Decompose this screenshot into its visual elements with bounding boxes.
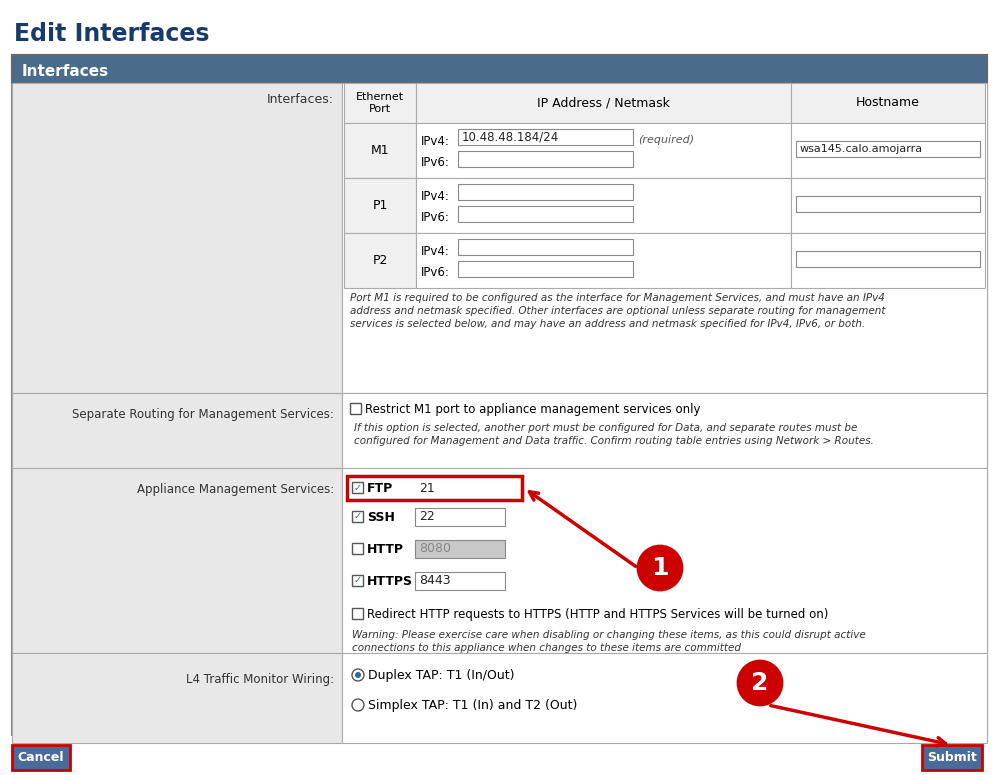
- Text: ✓: ✓: [354, 512, 362, 522]
- Bar: [352, 482, 363, 493]
- Text: Interfaces:: Interfaces:: [267, 93, 334, 106]
- Bar: [12, 55, 987, 735]
- Text: P1: P1: [373, 199, 388, 212]
- Text: Appliance Management Services:: Appliance Management Services:: [137, 483, 334, 496]
- Bar: [458, 151, 633, 167]
- Bar: [415, 480, 505, 496]
- Text: (required): (required): [638, 135, 694, 145]
- Text: Warning: Please exercise care when disabling or changing these items, as this co: Warning: Please exercise care when disab…: [352, 630, 866, 640]
- Text: configured for Management and Data traffic. Confirm routing table entries using : configured for Management and Data traff…: [354, 436, 874, 446]
- Bar: [350, 403, 361, 414]
- Bar: [352, 575, 363, 586]
- Text: 10.48.48.184/24: 10.48.48.184/24: [462, 130, 559, 143]
- Text: P2: P2: [373, 254, 388, 267]
- Text: Submit: Submit: [927, 751, 977, 764]
- Bar: [352, 608, 363, 619]
- Bar: [458, 239, 633, 255]
- Text: 1: 1: [651, 556, 668, 580]
- Bar: [458, 184, 633, 200]
- Bar: [922, 745, 982, 770]
- Bar: [415, 508, 505, 526]
- Text: SSH: SSH: [367, 511, 395, 524]
- Bar: [344, 123, 416, 178]
- Bar: [791, 233, 985, 288]
- Text: Interfaces: Interfaces: [22, 64, 109, 78]
- Bar: [796, 196, 980, 212]
- Bar: [416, 178, 791, 233]
- Bar: [796, 141, 980, 157]
- Bar: [344, 178, 416, 233]
- Bar: [12, 745, 70, 770]
- Bar: [415, 572, 505, 590]
- Text: 22: 22: [419, 511, 435, 523]
- Text: Cancel: Cancel: [18, 751, 64, 764]
- Bar: [12, 653, 342, 743]
- Circle shape: [738, 661, 782, 705]
- Circle shape: [355, 672, 361, 678]
- Bar: [344, 83, 416, 123]
- Text: L4 Traffic Monitor Wiring:: L4 Traffic Monitor Wiring:: [186, 673, 334, 686]
- Text: Duplex TAP: T1 (In/Out): Duplex TAP: T1 (In/Out): [368, 669, 514, 682]
- Text: address and netmask specified. Other interfaces are optional unless separate rou: address and netmask specified. Other int…: [350, 306, 885, 316]
- Circle shape: [352, 669, 364, 681]
- Text: Ethernet
Port: Ethernet Port: [356, 92, 404, 114]
- Bar: [12, 468, 342, 653]
- Text: 21: 21: [419, 481, 435, 494]
- Text: wsa145.calo.amojarra: wsa145.calo.amojarra: [800, 144, 923, 154]
- Text: IPv4:: IPv4:: [421, 190, 450, 203]
- Bar: [347, 476, 522, 500]
- Text: IPv6:: IPv6:: [421, 211, 450, 224]
- Text: ✓: ✓: [354, 483, 362, 492]
- Text: IPv6:: IPv6:: [421, 156, 450, 169]
- Bar: [458, 206, 633, 222]
- Bar: [458, 261, 633, 277]
- Circle shape: [638, 546, 682, 590]
- Text: 2: 2: [751, 671, 768, 695]
- Text: connections to this appliance when changes to these items are committed: connections to this appliance when chang…: [352, 643, 741, 653]
- Bar: [342, 653, 987, 743]
- Bar: [342, 393, 987, 468]
- Bar: [416, 83, 791, 123]
- Bar: [416, 123, 791, 178]
- Bar: [458, 129, 633, 145]
- Text: Restrict M1 port to appliance management services only: Restrict M1 port to appliance management…: [365, 403, 700, 416]
- Bar: [12, 83, 342, 393]
- Text: Separate Routing for Management Services:: Separate Routing for Management Services…: [72, 408, 334, 421]
- Text: Port M1 is required to be configured as the interface for Management Services, a: Port M1 is required to be configured as …: [350, 293, 885, 303]
- Text: If this option is selected, another port must be configured for Data, and separa: If this option is selected, another port…: [354, 423, 857, 433]
- Text: 8443: 8443: [419, 574, 451, 587]
- Bar: [352, 543, 363, 554]
- Text: IP Address / Netmask: IP Address / Netmask: [537, 97, 670, 109]
- Text: services is selected below, and may have an address and netmask specified for IP: services is selected below, and may have…: [350, 319, 865, 329]
- Text: FTP: FTP: [367, 482, 394, 495]
- Text: HTTPS: HTTPS: [367, 575, 413, 588]
- Text: IPv4:: IPv4:: [421, 135, 450, 148]
- Bar: [12, 55, 987, 83]
- Bar: [416, 233, 791, 288]
- Text: Redirect HTTP requests to HTTPS (HTTP and HTTPS Services will be turned on): Redirect HTTP requests to HTTPS (HTTP an…: [367, 608, 828, 621]
- Text: HTTP: HTTP: [367, 543, 404, 556]
- Bar: [791, 123, 985, 178]
- Text: Hostname: Hostname: [856, 97, 920, 109]
- Text: IPv4:: IPv4:: [421, 245, 450, 258]
- Text: IPv6:: IPv6:: [421, 266, 450, 279]
- Text: 8080: 8080: [419, 542, 451, 556]
- Text: Edit Interfaces: Edit Interfaces: [14, 22, 210, 46]
- Bar: [12, 393, 342, 468]
- Text: Simplex TAP: T1 (In) and T2 (Out): Simplex TAP: T1 (In) and T2 (Out): [368, 699, 577, 712]
- Bar: [415, 540, 505, 558]
- Bar: [791, 83, 985, 123]
- Bar: [344, 233, 416, 288]
- Text: M1: M1: [371, 144, 390, 157]
- Bar: [342, 468, 987, 653]
- Circle shape: [352, 699, 364, 711]
- Bar: [342, 83, 987, 393]
- Bar: [791, 178, 985, 233]
- Bar: [352, 511, 363, 522]
- Text: ✓: ✓: [354, 576, 362, 585]
- Bar: [796, 251, 980, 267]
